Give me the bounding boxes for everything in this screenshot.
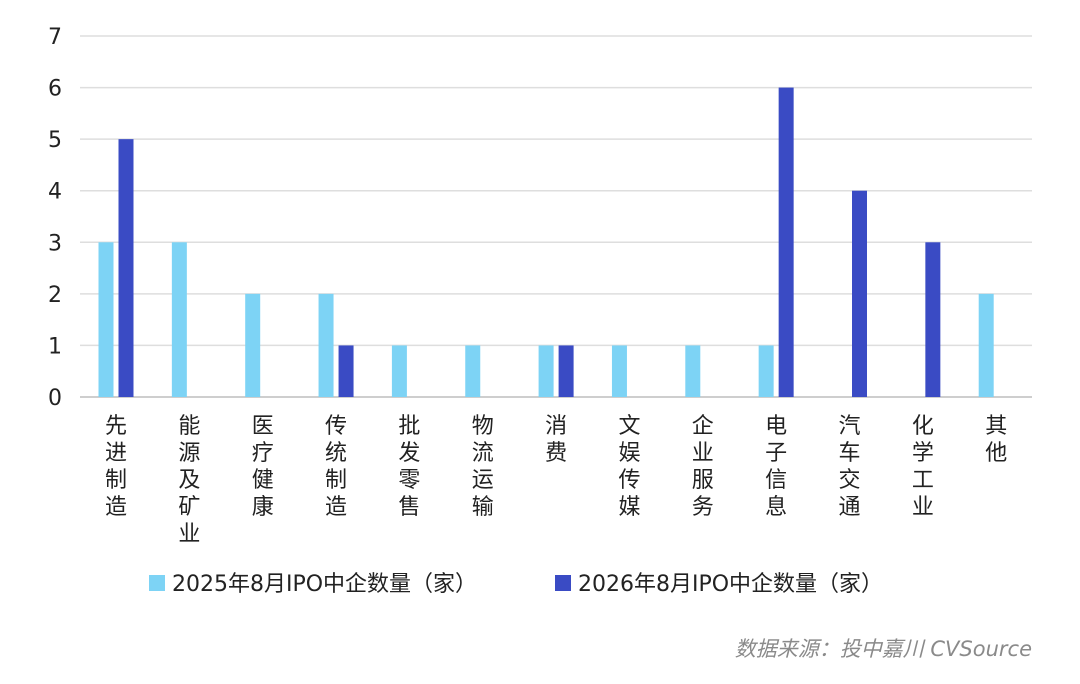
bars (98, 87, 994, 398)
bar-2-11 (852, 190, 867, 397)
legend-swatch-1 (149, 575, 165, 591)
x-tick-label: 物流运输 (472, 414, 494, 520)
source-note: 数据来源：投中嘉川 CVSource (735, 637, 1032, 661)
x-tick-label: 文娱传媒 (618, 414, 640, 520)
x-tick-label: 传统制造 (325, 414, 347, 520)
bar-2-4 (338, 345, 354, 397)
bar-1-5 (391, 345, 407, 397)
bar-1-13 (978, 293, 994, 397)
bar-2-7 (558, 345, 574, 397)
grid-lines (80, 35, 1032, 398)
x-axis-ticks: 先进制造 能源及矿业 医疗健康 传统制造 批发零售 物流运输 消费 文娱传媒 企业服务 电子信息 汽… (105, 414, 1007, 547)
bar-1-10 (758, 345, 774, 397)
y-tick-label: 7 (48, 25, 62, 50)
x-tick-label: 批发零售 (398, 414, 420, 520)
bar-1-8 (611, 345, 627, 397)
y-tick-label: 3 (48, 231, 62, 256)
legend-label-1: 2025年8月IPO中企数量（家） (172, 572, 477, 597)
bar-2-12 (925, 242, 941, 397)
y-tick-label: 4 (48, 180, 62, 205)
bar-1-2 (171, 242, 187, 397)
legend-swatch-2 (555, 575, 571, 591)
x-tick-label: 化学工业 (912, 414, 934, 520)
y-tick-label: 2 (48, 283, 62, 308)
y-tick-label: 5 (48, 128, 62, 153)
legend-label-2: 2026年8月IPO中企数量（家） (578, 572, 883, 597)
x-tick-label: 先进制造 (105, 414, 127, 520)
x-tick-label: 企业服务 (692, 414, 714, 520)
bar-2-10 (778, 87, 794, 398)
bar-2-1 (118, 139, 134, 397)
y-axis-ticks: 0 1 2 3 4 5 6 7 (48, 25, 62, 411)
y-tick-label: 0 (48, 386, 62, 411)
bar-1-6 (465, 345, 481, 397)
bar-1-1 (98, 242, 114, 397)
x-tick-label: 医疗健康 (252, 414, 274, 520)
bar-1-7 (538, 345, 554, 397)
x-tick-label: 其他 (985, 414, 1007, 466)
legend: 2025年8月IPO中企数量（家） 2026年8月IPO中企数量（家） (149, 572, 883, 597)
bar-1-9 (685, 345, 701, 397)
x-tick-label: 消费 (545, 414, 567, 466)
x-tick-label: 能源及矿业 (178, 414, 200, 547)
x-tick-label: 电子信息 (765, 414, 787, 520)
x-tick-label: 汽车交通 (838, 414, 860, 520)
y-tick-label: 1 (48, 334, 62, 359)
y-tick-label: 6 (48, 77, 62, 102)
bar-1-4 (318, 293, 334, 397)
bar-1-3 (245, 293, 261, 397)
